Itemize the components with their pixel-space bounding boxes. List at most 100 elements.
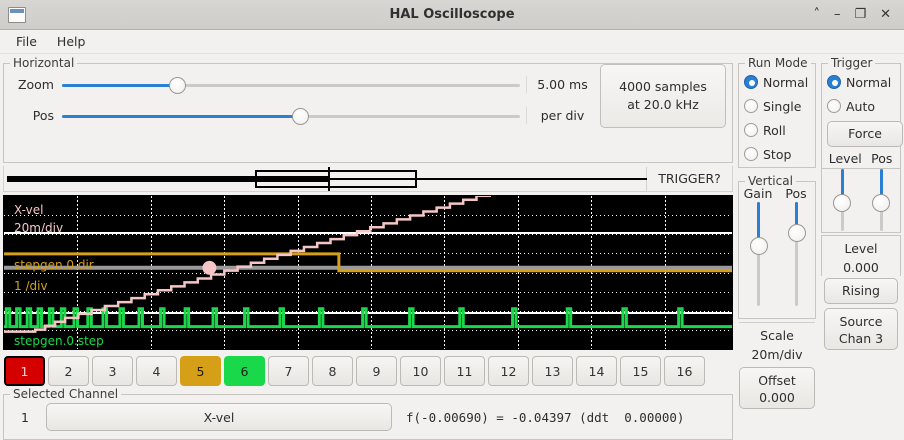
trigger-level-slider-label: Level [828, 151, 862, 166]
channel-button-2[interactable]: 2 [48, 356, 89, 386]
scope-label-chan5-name: stepgen.0.dir [14, 258, 94, 272]
scope-grid-hline [4, 253, 732, 254]
radio-empty-icon [744, 147, 758, 161]
channel-button-11[interactable]: 11 [444, 356, 485, 386]
scope-grid-hline [4, 292, 732, 293]
run-mode-single-label: Single [763, 98, 802, 114]
vertical-gain-slider[interactable] [741, 202, 775, 306]
scope-grid-hline [4, 234, 732, 235]
close-button[interactable]: ✕ [880, 7, 891, 22]
channel-button-16[interactable]: 16 [664, 356, 705, 386]
channel-button-label: 6 [240, 363, 249, 379]
horizontal-group: Horizontal Zoom 5.00 ms Pos [3, 56, 733, 163]
scrollbar-trigger-tick [328, 166, 330, 191]
trigger-pos-fill [879, 169, 883, 204]
channel-button-6[interactable]: 6 [224, 356, 265, 386]
trigger-level-thumb[interactable] [833, 194, 851, 213]
vertical-scale-readout: Scale 20m/div [739, 322, 815, 363]
menu-help[interactable]: Help [56, 34, 86, 49]
scope-cursor-marker[interactable] [202, 260, 217, 275]
scrollbar-filled-region [7, 175, 329, 182]
selected-channel-expression: f(-0.00690) = -0.04397 (ddt 0.00000) [406, 409, 685, 425]
channel-button-4[interactable]: 4 [136, 356, 177, 386]
maximize-button[interactable]: ❐ [854, 7, 867, 22]
radio-empty-icon [827, 99, 841, 113]
window-buttons: ˄ – ❐ ✕ [813, 8, 904, 21]
channel-button-14[interactable]: 14 [576, 356, 617, 386]
vertical-pos-slider[interactable] [779, 202, 813, 306]
radio-selected-icon [827, 75, 841, 89]
pos-slider[interactable] [62, 107, 520, 125]
scope-display[interactable]: X-vel 20m/div stepgen.0.dir 1 /div stepgen.0… [3, 195, 733, 350]
run-mode-roll[interactable]: Roll [744, 118, 815, 142]
gain-slider-thumb[interactable] [749, 236, 768, 255]
channel-button-label: 16 [676, 363, 693, 379]
trigger-normal[interactable]: Normal [827, 70, 900, 94]
scope-grid-hline [4, 311, 732, 312]
scrollbar-view-window[interactable] [255, 169, 417, 188]
channel-button-7[interactable]: 7 [268, 356, 309, 386]
minimize-button[interactable]: – [833, 7, 841, 22]
trigger-level-label: Level [844, 241, 878, 256]
vertical-group: Vertical Gain Pos [738, 174, 816, 319]
pos-slider-thumb[interactable] [292, 107, 310, 125]
channel-button-8[interactable]: 8 [312, 356, 353, 386]
radio-empty-icon [744, 123, 758, 137]
vertical-pos-label: Pos [785, 186, 807, 201]
run-mode-single[interactable]: Single [744, 94, 815, 118]
run-mode-roll-label: Roll [763, 122, 786, 138]
radio-selected-icon [744, 75, 758, 89]
trigger-edge-button[interactable]: Rising [824, 278, 898, 304]
channel-button-label: 10 [412, 363, 429, 379]
trigger-group-label: Trigger [828, 56, 876, 70]
vpos-slider-thumb[interactable] [787, 224, 806, 243]
gain-slider-fill [757, 202, 760, 246]
scope-grid-vline [444, 196, 445, 349]
run-mode-stop[interactable]: Stop [744, 142, 815, 166]
channel-button-1[interactable]: 1 [4, 356, 45, 386]
menu-bar: File Help [0, 30, 904, 54]
channel-button-10[interactable]: 10 [400, 356, 441, 386]
horizontal-scroll-row: TRIGGER? [3, 166, 733, 192]
scope-grid-vline [518, 196, 519, 349]
scope-grid-hline [4, 330, 732, 331]
vertical-gain-label: Gain [743, 186, 773, 201]
run-mode-normal[interactable]: Normal [744, 70, 815, 94]
trigger-auto[interactable]: Auto [827, 94, 900, 118]
vertical-scale-label: Scale [760, 328, 794, 343]
selected-channel-signal-button[interactable]: X-vel [46, 403, 392, 431]
channel-button-5[interactable]: 5 [180, 356, 221, 386]
channel-button-3[interactable]: 3 [92, 356, 133, 386]
menu-file[interactable]: File [16, 34, 37, 49]
channel-button-label: 13 [544, 363, 561, 379]
trigger-source-value: Chan 3 [838, 331, 884, 346]
horizontal-scrollbar[interactable] [4, 166, 647, 191]
zoom-slider-thumb[interactable] [168, 76, 186, 94]
scope-band-separator [4, 232, 732, 234]
scope-grid-vline [77, 196, 78, 349]
channel-button-label: 15 [632, 363, 649, 379]
sample-info-box[interactable]: 4000 samples at 20.0 kHz [600, 64, 726, 128]
zoom-slider[interactable] [62, 76, 520, 94]
scope-grid-vline [298, 196, 299, 349]
scope-grid-vline [665, 196, 666, 349]
run-mode-group-label: Run Mode [745, 56, 811, 70]
trigger-level-slider[interactable] [823, 169, 861, 231]
trigger-pos-thumb[interactable] [872, 194, 890, 213]
trigger-pos-slider[interactable] [862, 169, 900, 231]
channel-button-15[interactable]: 15 [620, 356, 661, 386]
shade-button[interactable]: ˄ [813, 7, 820, 22]
channel-button-12[interactable]: 12 [488, 356, 529, 386]
sample-count-text: 4000 samples [619, 79, 707, 94]
channel-button-label: 4 [152, 363, 161, 379]
trigger-level-readout: Level 0.000 [821, 235, 901, 276]
vertical-offset-button[interactable]: Offset 0.000 [739, 367, 815, 409]
window-icon[interactable] [8, 6, 26, 23]
channel-button-9[interactable]: 9 [356, 356, 397, 386]
trace-stepgen-step [4, 307, 732, 329]
trigger-pos-slider-label: Pos [871, 151, 893, 166]
trigger-source-button[interactable]: Source Chan 3 [824, 308, 898, 350]
trigger-level-fill [840, 169, 844, 204]
trigger-force-button[interactable]: Force [827, 121, 903, 147]
channel-button-13[interactable]: 13 [532, 356, 573, 386]
